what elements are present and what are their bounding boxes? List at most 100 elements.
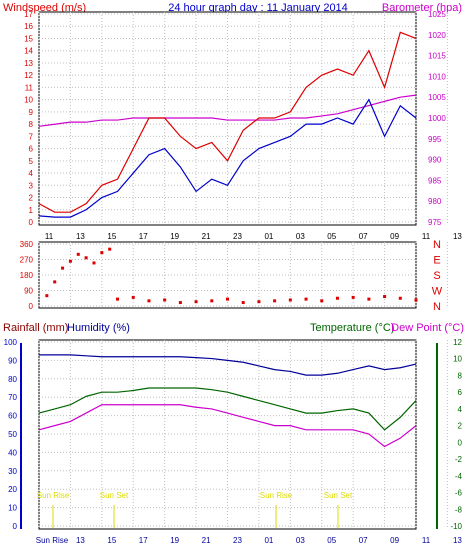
direction-tick: 0 xyxy=(29,302,34,311)
time-tick-label: 19 xyxy=(170,232,179,241)
time-tick-label: 03 xyxy=(296,536,305,545)
direction-point xyxy=(383,295,387,299)
windspeed-tick: 9 xyxy=(29,108,34,117)
direction-point xyxy=(53,280,57,284)
barometer-line xyxy=(38,94,417,127)
time-tick-label: 01 xyxy=(264,536,273,545)
direction-point xyxy=(45,294,49,298)
time-tick-label: 11 xyxy=(422,232,431,241)
humidity-tick: 0 xyxy=(13,522,18,531)
time-tick-label: 13 xyxy=(453,232,462,241)
humidity-tick: 40 xyxy=(8,448,17,457)
direction-point xyxy=(257,300,261,304)
time-tick-label: 13 xyxy=(76,536,85,545)
barometer-tick: 990 xyxy=(428,156,442,165)
direction-tick: 180 xyxy=(20,271,34,280)
direction-gridlines xyxy=(38,242,448,308)
time-tick-label: 07 xyxy=(359,232,368,241)
time-tick-label: 13 xyxy=(453,536,462,545)
direction-point xyxy=(84,256,88,260)
sunrise-label-1: Sun Rise xyxy=(37,491,70,500)
direction-point xyxy=(147,299,151,303)
direction-point xyxy=(210,299,214,303)
direction-point xyxy=(241,301,245,305)
time-tick-label: 11 xyxy=(422,536,431,545)
temperature-axis: -10 -8 -6 -4 -2 0 2 4 6 8 10 12 xyxy=(450,338,462,531)
compass-label: N xyxy=(433,239,441,251)
sunset-label-1: Sun Set xyxy=(100,491,129,500)
windspeed-tick: 1 xyxy=(29,206,34,215)
time-tick-label: 23 xyxy=(233,536,242,545)
direction-point xyxy=(367,297,371,301)
windspeed-tick: 11 xyxy=(25,83,34,92)
direction-point xyxy=(194,300,198,304)
wind-gust-line xyxy=(38,31,417,213)
temperature-tick: -4 xyxy=(455,472,463,481)
barometer-tick: 1000 xyxy=(428,114,446,123)
direction-point xyxy=(335,296,339,300)
humidity-tick: 60 xyxy=(8,412,17,421)
windspeed-tick: 15 xyxy=(24,34,33,43)
temperature-tick: 0 xyxy=(458,438,463,447)
windspeed-tick: 12 xyxy=(24,71,33,80)
direction-tick: 360 xyxy=(20,240,34,249)
rainfall-title: Rainfall (mm) xyxy=(3,322,68,334)
barometer-tick: 980 xyxy=(428,197,442,206)
compass-label: W xyxy=(432,286,443,298)
direction-tick: 270 xyxy=(20,256,34,265)
direction-axis: 0 90 180 270 360 xyxy=(20,240,34,311)
time-tick-label: 05 xyxy=(327,536,336,545)
windspeed-tick: 14 xyxy=(24,47,33,56)
temperature-tick: -8 xyxy=(455,505,463,514)
direction-point xyxy=(226,297,229,301)
dewpoint-title: Dew Point (°C) xyxy=(391,322,464,334)
windspeed-tick: 4 xyxy=(29,169,34,178)
humidity-tick: 80 xyxy=(8,375,17,384)
windspeed-tick: 6 xyxy=(29,145,34,154)
compass-label: S xyxy=(433,270,440,282)
direction-point xyxy=(414,298,418,302)
time-tick-label: 15 xyxy=(107,232,116,241)
time-tick-label: 17 xyxy=(139,232,148,241)
sun-markers: Sun Rise Sun Set Sun Rise Sun Set xyxy=(37,491,353,528)
time-tick-label: 15 xyxy=(107,536,116,545)
time-tick-label: 17 xyxy=(139,536,148,545)
humidity-tick: 50 xyxy=(8,430,17,439)
time-tick-label: 23 xyxy=(233,232,242,241)
direction-point xyxy=(61,266,65,270)
time-tick-label: 05 xyxy=(327,232,336,241)
direction-point xyxy=(108,247,112,251)
windspeed-tick: 13 xyxy=(24,59,33,68)
temperature-tick: 2 xyxy=(458,422,463,431)
direction-point xyxy=(288,298,292,302)
barometer-title: Barometer (hpa) xyxy=(382,2,462,14)
time-tick-label: 19 xyxy=(170,536,179,545)
temperature-title: Temperature (°C) xyxy=(310,322,394,334)
direction-point xyxy=(398,296,402,300)
time-tick-label: 09 xyxy=(390,232,399,241)
direction-point xyxy=(116,297,120,301)
temperature-tick: 6 xyxy=(458,388,463,397)
barometer-tick: 995 xyxy=(428,135,442,144)
dewpoint-line xyxy=(38,404,417,448)
barometer-axis: 975 980 985 990 995 1000 1005 1010 1015 1020 1025 xyxy=(428,10,446,227)
humidity-tick: 90 xyxy=(8,356,17,365)
direction-point xyxy=(178,301,182,305)
graph-title: 24 hour graph day : 11 January 2014 xyxy=(168,2,348,14)
direction-point xyxy=(351,295,355,299)
direction-points xyxy=(45,247,418,305)
compass-label: E xyxy=(433,255,440,267)
humidity-tick: 20 xyxy=(8,485,17,494)
wind-time-axis: 11131517192123010305070911131517192123 xyxy=(45,232,463,241)
barometer-tick: 1020 xyxy=(428,31,446,40)
temperature-tick: -10 xyxy=(450,522,462,531)
direction-point xyxy=(163,298,167,302)
windspeed-tick: 2 xyxy=(29,194,34,203)
windspeed-tick: 3 xyxy=(29,181,34,190)
barometer-tick: 1025 xyxy=(428,10,446,19)
humidity-tick: 10 xyxy=(8,504,17,513)
direction-point xyxy=(100,251,104,255)
